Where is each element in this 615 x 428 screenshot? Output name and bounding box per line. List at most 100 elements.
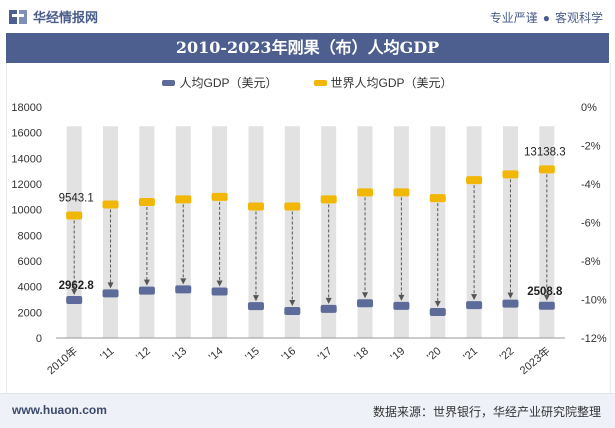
legend-item-world: 世界人均GDP（美元） bbox=[313, 74, 453, 91]
marker-world bbox=[429, 194, 446, 203]
connector-arrow-icon bbox=[471, 294, 478, 301]
marker-world bbox=[138, 197, 155, 206]
marker-world bbox=[393, 188, 410, 197]
connector-arrow-icon bbox=[252, 295, 259, 302]
x-tick-label: '21 bbox=[461, 345, 480, 363]
x-tick-label: 2010年 bbox=[44, 344, 80, 378]
connector-arrow-icon bbox=[71, 288, 78, 295]
data-label: 2962.8 bbox=[59, 280, 95, 292]
connector-arrow-icon bbox=[289, 300, 296, 307]
legend-label-world: 世界人均GDP（美元） bbox=[330, 76, 453, 90]
marker-world bbox=[211, 192, 228, 201]
x-tick-label: '17 bbox=[316, 345, 335, 363]
chart-title: 2010-2023年刚果（布）人均GDP bbox=[6, 33, 609, 63]
y-right-tick-label: -12% bbox=[581, 333, 607, 345]
category-band bbox=[430, 126, 446, 338]
tagline: 专业严谨 ● 客观科学 bbox=[490, 9, 603, 26]
y-left-tick-label: 16000 bbox=[11, 128, 42, 140]
connector-arrow-icon bbox=[180, 278, 187, 285]
marker-world bbox=[466, 176, 483, 185]
y-left-tick-label: 0 bbox=[36, 333, 42, 345]
x-tick-label: '20 bbox=[425, 345, 444, 363]
marker-congo bbox=[429, 307, 446, 316]
x-tick-label: '18 bbox=[352, 345, 371, 363]
marker-congo bbox=[502, 299, 519, 308]
marker-congo bbox=[320, 304, 337, 313]
marker-world bbox=[284, 202, 301, 211]
marker-world bbox=[175, 195, 192, 204]
y-right-tick-label: -10% bbox=[581, 295, 607, 307]
legend-item-congo: 人均GDP（美元） bbox=[162, 74, 278, 91]
y-left-tick-label: 6000 bbox=[18, 256, 42, 268]
tagline-left: 专业严谨 bbox=[489, 11, 538, 25]
x-tick-label: '11 bbox=[98, 345, 116, 363]
bullet-icon: ● bbox=[542, 11, 550, 25]
marker-congo bbox=[102, 289, 119, 298]
y-right-tick-label: -8% bbox=[581, 256, 601, 268]
marker-congo bbox=[175, 285, 192, 294]
data-label: 2508.8 bbox=[527, 286, 563, 298]
top-bar: 华经情报网 专业严谨 ● 客观科学 bbox=[0, 0, 615, 33]
connector-arrow-icon bbox=[325, 297, 332, 304]
marker-world bbox=[320, 195, 337, 204]
y-left-tick-label: 2000 bbox=[18, 307, 42, 319]
legend-label-congo: 人均GDP（美元） bbox=[179, 76, 278, 90]
marker-world bbox=[247, 202, 264, 211]
marker-congo bbox=[284, 307, 301, 316]
legend-swatch-congo bbox=[162, 79, 176, 86]
marker-world bbox=[502, 170, 519, 179]
legend-swatch-world bbox=[313, 79, 327, 86]
data-label: 13138.3 bbox=[524, 146, 566, 158]
y-right-tick-label: 0% bbox=[581, 102, 597, 114]
y-left-tick-label: 4000 bbox=[18, 282, 42, 294]
chart-legend: 人均GDP（美元） 世界人均GDP（美元） bbox=[0, 74, 615, 91]
x-tick-label: '19 bbox=[389, 345, 408, 363]
y-left-tick-label: 12000 bbox=[11, 179, 42, 191]
connector-arrow-icon bbox=[107, 282, 114, 289]
logo-icon bbox=[9, 9, 27, 24]
x-tick-label: 2023年 bbox=[517, 344, 553, 378]
category-band bbox=[393, 126, 409, 338]
marker-congo bbox=[138, 286, 155, 295]
connector-arrow-icon bbox=[398, 294, 405, 301]
marker-world bbox=[357, 188, 374, 197]
marker-congo bbox=[66, 295, 83, 304]
y-left-tick-label: 14000 bbox=[11, 153, 42, 165]
x-tick-label: '16 bbox=[280, 345, 299, 363]
marker-congo bbox=[211, 287, 228, 296]
marker-congo bbox=[393, 301, 410, 310]
connector-arrow-icon bbox=[543, 294, 550, 301]
connector-arrow-icon bbox=[507, 292, 514, 299]
tagline-right: 客观科学 bbox=[554, 11, 603, 25]
connector-arrow-icon bbox=[434, 300, 441, 307]
x-tick-label: '13 bbox=[170, 345, 189, 363]
data-label: 9543.1 bbox=[59, 193, 94, 205]
marker-congo bbox=[357, 299, 374, 308]
y-left-tick-label: 10000 bbox=[11, 205, 42, 217]
marker-world bbox=[102, 200, 119, 209]
y-right-tick-label: -6% bbox=[581, 218, 601, 230]
marker-congo bbox=[466, 301, 483, 310]
brand-logo[interactable]: 华经情报网 bbox=[8, 7, 98, 26]
marker-congo bbox=[247, 302, 264, 311]
x-tick-label: '22 bbox=[498, 345, 517, 363]
connector-arrow-icon bbox=[143, 279, 150, 286]
x-tick-label: '12 bbox=[134, 345, 153, 363]
connector-arrow-icon bbox=[362, 292, 369, 299]
x-tick-label: '15 bbox=[243, 345, 262, 363]
y-left-tick-label: 18000 bbox=[11, 102, 42, 114]
footer-source: 数据来源：世界银行，华经产业研究院整理 bbox=[372, 405, 601, 419]
y-right-tick-label: -2% bbox=[581, 141, 601, 153]
marker-world bbox=[538, 165, 555, 174]
marker-congo bbox=[538, 301, 555, 310]
x-tick-label: '14 bbox=[207, 345, 226, 363]
connector-arrow-icon bbox=[216, 280, 223, 287]
brand-name: 华经情报网 bbox=[33, 10, 99, 25]
y-right-tick-label: -4% bbox=[581, 179, 601, 191]
category-band bbox=[357, 126, 373, 338]
marker-world bbox=[66, 211, 83, 220]
y-left-tick-label: 8000 bbox=[18, 230, 42, 242]
footer-bar: www.huaon.com 数据来源：世界银行，华经产业研究院整理 bbox=[0, 393, 615, 428]
footer-website[interactable]: www.huaon.com bbox=[12, 403, 107, 417]
